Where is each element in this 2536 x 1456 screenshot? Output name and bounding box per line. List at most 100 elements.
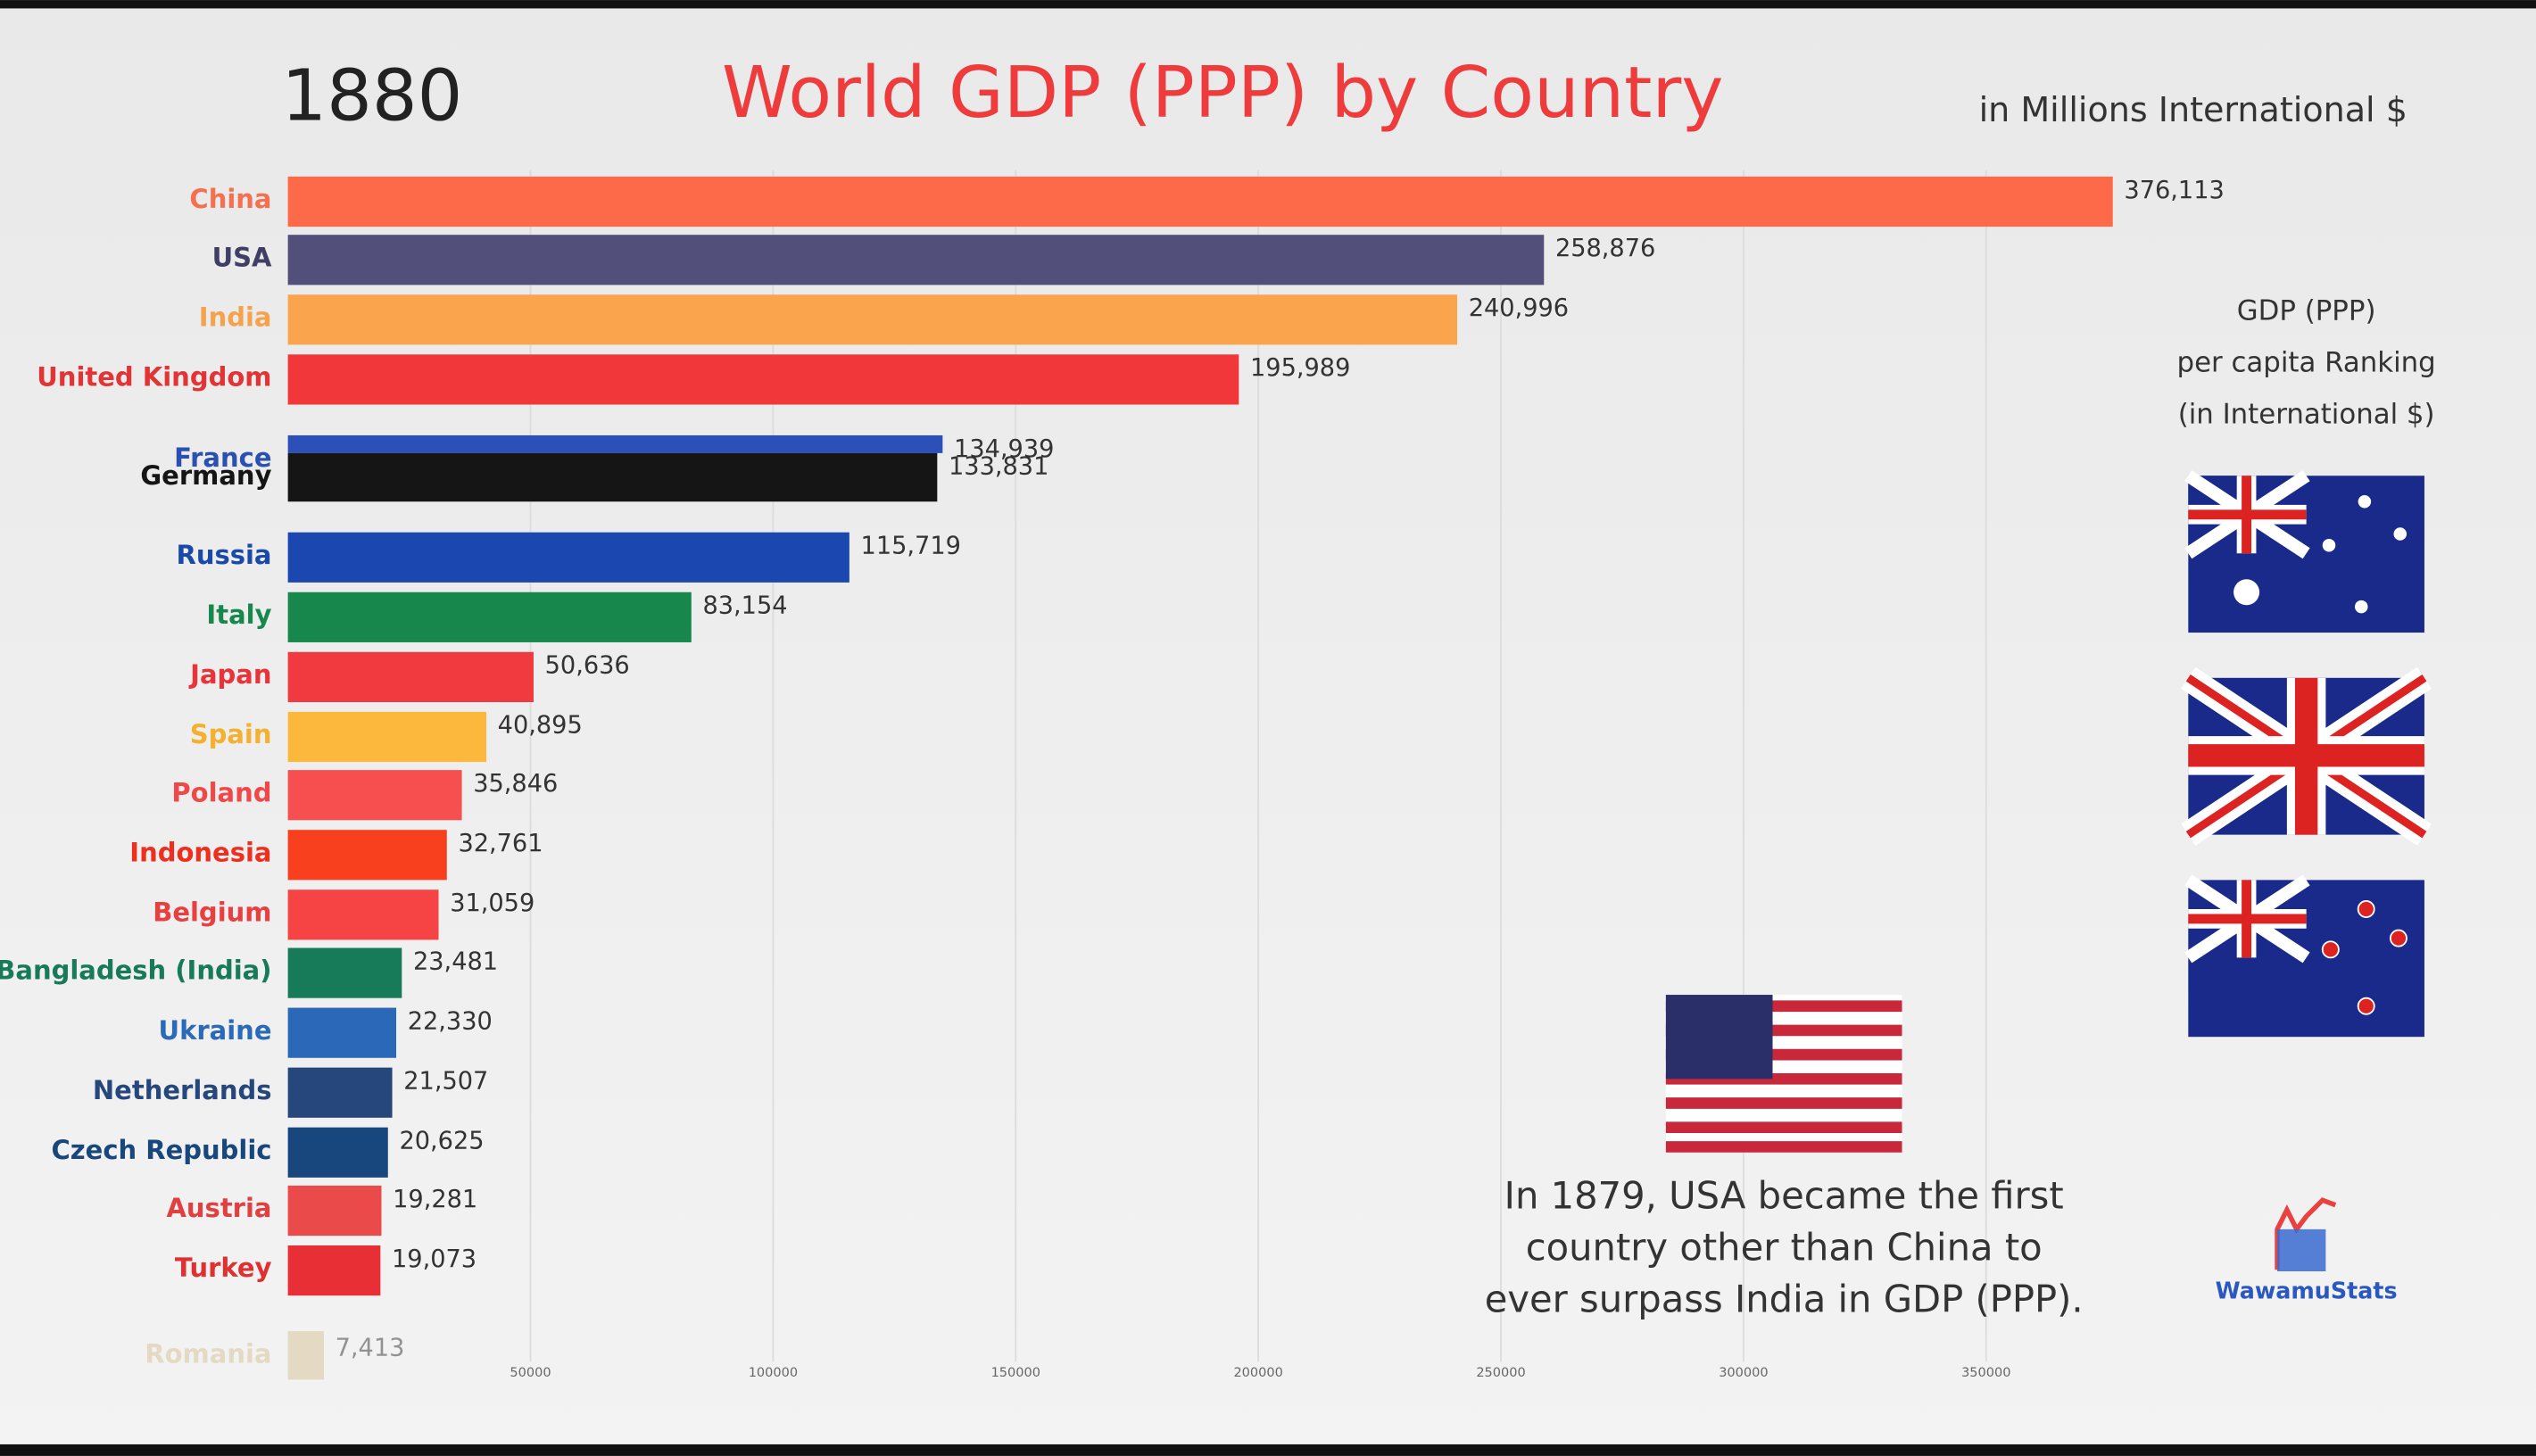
annotation-line: ever surpass India in GDP (PPP). [1485, 1277, 2084, 1320]
bar-row: USA 258,876 [212, 235, 1655, 285]
value-label: 195,989 [1250, 354, 1350, 382]
value-label: 115,719 [861, 533, 961, 560]
bar-row: China 376,113 [189, 176, 2225, 228]
side-panel-line: GDP (PPP) [2237, 295, 2376, 327]
category-label: France [174, 443, 271, 473]
x-tick-label: 100000 [749, 1366, 798, 1380]
value-label: 133,831 [949, 453, 1048, 481]
bar [287, 889, 439, 940]
category-label: United Kingdom [37, 362, 271, 393]
frame-top [0, 0, 2536, 9]
flag-australia [2184, 470, 2424, 633]
bar [287, 770, 462, 821]
frame-bottom [0, 1444, 2536, 1456]
bar [287, 176, 2113, 228]
bar [287, 592, 692, 642]
category-label: Bangladesh (India) [0, 956, 272, 986]
category-label: Ukraine [159, 1015, 272, 1046]
category-label: Japan [188, 659, 271, 690]
value-label: 376,113 [2124, 177, 2224, 204]
bar [287, 354, 1239, 405]
bar [287, 1185, 382, 1237]
bar [287, 294, 1458, 345]
bar-row: Spain 40,895 [190, 712, 583, 763]
x-tick-label: 200000 [1233, 1366, 1282, 1380]
side-panel-line: per capita Ranking [2177, 347, 2436, 379]
value-label: 134,939 [954, 435, 1054, 463]
chart-subtitle: in Millions International $ [1979, 90, 2408, 129]
bar-row: Austria 19,281 [166, 1185, 477, 1237]
category-label: Russia [176, 540, 271, 570]
chart-title: World GDP (PPP) by Country [722, 51, 1723, 134]
bar [287, 532, 849, 583]
bar-row: Ukraine 22,330 [159, 1007, 493, 1058]
bar-row: India 240,996 [199, 294, 1569, 345]
side-panel-line: (in International $) [2178, 399, 2435, 431]
bar-row: United Kingdom 195,989 [37, 354, 1350, 405]
value-label: 19,281 [393, 1186, 477, 1213]
category-label: China [189, 184, 271, 214]
bar-row: Belgium 31,059 [153, 889, 535, 940]
bar [287, 452, 938, 502]
category-label: Poland [171, 777, 271, 807]
bar-row: France 134,939 [174, 435, 1054, 473]
date-label: 1880 [281, 54, 462, 137]
x-tick-label: 250000 [1476, 1366, 1525, 1380]
side-panel: GDP (PPP) per capita Ranking (in Interna… [2177, 295, 2436, 431]
flag-usa [1665, 995, 1902, 1153]
value-label: 20,625 [399, 1128, 484, 1155]
flag-uk [2181, 666, 2432, 846]
value-label: 22,330 [408, 1007, 493, 1035]
bar [287, 1007, 397, 1058]
value-label: 7,413 [336, 1335, 405, 1362]
category-label: Italy [206, 600, 271, 630]
bar [287, 235, 1545, 285]
value-label: 21,507 [403, 1067, 488, 1095]
category-label: Spain [190, 719, 272, 749]
logo-text: WawamuStats [2216, 1278, 2398, 1304]
bar-row: Czech Republic 20,625 [52, 1128, 485, 1178]
bar [287, 1127, 388, 1178]
category-label: Belgium [153, 897, 271, 927]
category-label: Austria [166, 1193, 271, 1223]
x-tick-label: 150000 [991, 1366, 1040, 1380]
bar [287, 651, 534, 702]
x-tick-label: 50000 [510, 1366, 551, 1380]
category-label: Romania [145, 1338, 271, 1369]
category-label: USA [212, 242, 272, 272]
value-label: 23,481 [413, 947, 498, 975]
annotation-line: country other than China to [1526, 1225, 2043, 1269]
logo: WawamuStats [2216, 1197, 2398, 1304]
bar-row: Japan 50,636 [188, 652, 630, 702]
category-label: Czech Republic [52, 1135, 272, 1165]
category-label: Netherlands [93, 1075, 272, 1105]
value-label: 83,154 [702, 592, 787, 620]
value-label: 32,761 [458, 830, 543, 857]
annotation-line: In 1879, USA became the first [1504, 1173, 2064, 1217]
annotation: In 1879, USA became the first country ot… [1485, 1173, 2084, 1320]
x-tick-label: 350000 [1961, 1366, 2010, 1380]
category-label: Turkey [175, 1253, 272, 1283]
bar [287, 1245, 381, 1296]
flag-new-zealand [2184, 874, 2424, 1038]
category-label: Indonesia [129, 837, 271, 867]
bar [287, 947, 402, 998]
bar-row: Netherlands 21,507 [93, 1067, 488, 1118]
bar-row: Russia 115,719 [176, 532, 961, 583]
bars: China 376,113 USA 258,876 India 240,996 United… [0, 177, 2225, 1380]
category-label: Germany [140, 460, 271, 491]
bar-row: Poland 35,846 [171, 770, 558, 821]
value-label: 40,895 [498, 712, 583, 740]
bar [287, 830, 447, 881]
bar [287, 1331, 324, 1380]
value-label: 50,636 [545, 652, 630, 680]
bar [287, 434, 943, 453]
bar-row: Italy 83,154 [206, 592, 788, 642]
value-label: 31,059 [450, 889, 535, 917]
category-label: India [199, 302, 272, 332]
value-label: 19,073 [392, 1245, 477, 1273]
bar [287, 1067, 393, 1118]
bar-row: Romania 7,413 [145, 1331, 405, 1380]
